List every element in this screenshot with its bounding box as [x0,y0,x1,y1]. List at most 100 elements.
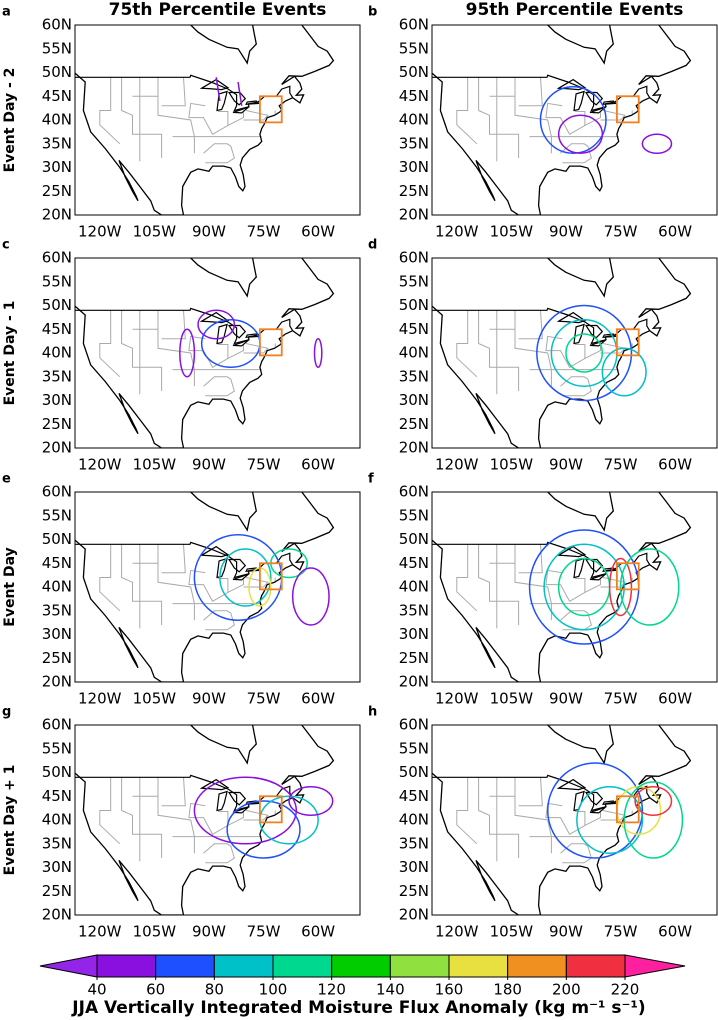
lon-label: 75W [604,456,638,474]
state-line [157,777,195,854]
lon-label: 90W [192,456,226,474]
lon-label: 105W [133,690,177,708]
lat-label: 35N [399,834,429,852]
map-content [75,492,335,682]
map-frame [431,24,718,216]
streamline [193,776,298,845]
state-line [514,777,552,854]
lat-label: 20N [399,439,429,457]
colorbar-extend [39,954,98,978]
lake [602,333,618,338]
streamline [215,77,221,102]
state-line [243,577,269,588]
state-line [218,811,229,826]
panel-letter: b [368,5,377,20]
state-line [575,111,586,126]
lake [216,557,228,579]
lat-label: 55N [42,739,72,757]
lat-label: 55N [42,272,72,290]
lat-label: 45N [42,554,72,572]
map-panel: b 60N 55N 50N 45N 40N 35N 30N 25N 20N 120W 105W 90W 7… [368,5,718,241]
lon-label: 105W [490,923,534,941]
colorbar-extend [624,954,686,978]
map-frame [74,724,361,916]
streamline [623,781,684,859]
lake [584,791,604,806]
lake [602,100,618,105]
study-box [616,795,640,824]
state-line [121,77,163,158]
lake [573,90,585,112]
streamline [634,786,673,816]
lat-label: 40N [42,111,72,129]
lat-label: 30N [42,158,72,176]
lon-label: 90W [549,456,583,474]
map-panel: d 60N 55N 50N 45N 40N 35N 30N 25N 20N 120W 105W 90W 7… [368,238,718,474]
coastline [432,258,692,448]
coastline [190,725,258,765]
lake [573,323,585,345]
state-line [99,77,121,145]
colorbar-block [565,954,626,978]
lat-label: 45N [399,320,429,338]
lat-label: 50N [399,763,429,781]
coastline [190,258,258,298]
state-line [545,335,601,368]
coastline [432,25,692,215]
state-line [600,110,626,121]
map-frame [74,24,361,216]
panel-letter: a [2,5,11,20]
study-box [259,795,283,824]
state-line [456,77,478,145]
lon-label: 105W [490,223,534,241]
lon-label: 75W [604,923,638,941]
colorbar-block [331,954,391,978]
streamline [557,114,604,154]
lon-label: 75W [604,223,638,241]
lat-label: 35N [42,601,72,619]
lake [199,545,230,558]
lake [216,323,228,345]
state-line [478,310,520,391]
lat-label: 25N [42,182,72,200]
lat-label: 25N [399,649,429,667]
lon-label: 60W [658,456,692,474]
lon-label: 90W [192,690,226,708]
study-box [616,95,640,124]
streamline [539,86,607,154]
state-line [188,802,244,835]
lat-label: 20N [399,906,429,924]
state-line [99,310,121,378]
lat-label: 30N [399,391,429,409]
lon-label: 90W [549,690,583,708]
state-line [121,310,163,391]
map-content [75,725,335,915]
state-line [560,610,592,631]
state-line [157,544,195,621]
coastline [75,258,335,448]
colorbar-tick-label: 120 [317,981,346,999]
colorbar-tick-label: 80 [205,981,224,999]
streamline [546,762,644,859]
colorbar-block [96,954,157,978]
state-line [243,110,269,121]
lat-label: 60N [399,16,429,34]
lake [227,791,247,806]
coastline [547,258,615,298]
lat-label: 25N [399,882,429,900]
lat-label: 30N [399,858,429,876]
state-line [545,569,601,602]
lake [589,339,607,347]
lat-label: 60N [42,716,72,734]
state-line [518,777,543,807]
state-line [514,310,552,387]
colorbar-block [389,954,450,978]
lat-label: 60N [42,249,72,267]
lon-label: 75W [604,690,638,708]
lake [245,100,261,105]
lake [232,106,250,114]
state-line [600,810,626,821]
lake [584,558,604,573]
streamline [601,347,647,397]
